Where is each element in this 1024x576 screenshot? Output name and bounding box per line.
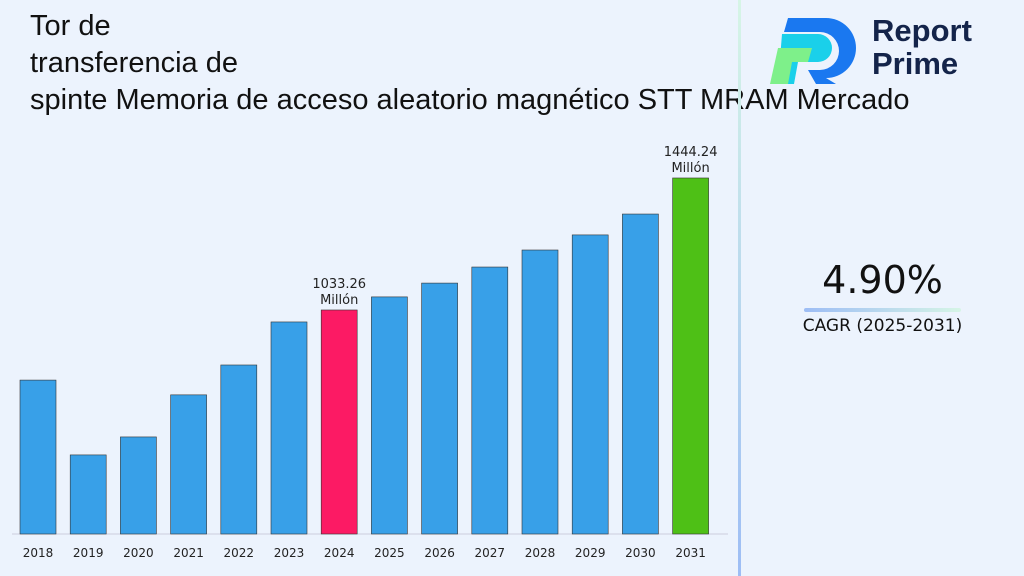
x-tick-label: 2028 — [525, 546, 556, 560]
title-line: transferencia de — [30, 47, 238, 79]
x-tick-label: 2029 — [575, 546, 606, 560]
x-tick-label: 2027 — [475, 546, 506, 560]
title-line: spinte Memoria de acceso aleatorio magné… — [30, 84, 910, 116]
bar-2024 — [320, 309, 358, 535]
divider — [738, 0, 741, 576]
bar-2023 — [270, 321, 308, 535]
x-tick-label: 2030 — [625, 546, 656, 560]
chart-title: Tor de transferencia de spinte Memoria de … — [30, 8, 910, 119]
data-label: 1444.24 — [664, 145, 718, 160]
x-tick-label: 2025 — [374, 546, 405, 560]
bar-2030 — [622, 213, 659, 535]
title-line: Tor de — [30, 10, 111, 42]
x-tick-label: 2019 — [73, 546, 104, 560]
bar-2020 — [120, 436, 157, 535]
cagr-value: 4.90% — [822, 258, 943, 302]
bar-2027 — [471, 266, 509, 535]
x-tick-label: 2020 — [123, 546, 154, 560]
bar-2021 — [170, 394, 207, 535]
logo-line-1: Report — [872, 13, 972, 48]
logo-line-2: Prime — [872, 46, 959, 81]
bar-2031 — [672, 177, 709, 535]
cagr-underline — [804, 308, 961, 312]
bar-2022 — [220, 364, 258, 535]
x-tick-label: 2022 — [224, 546, 255, 560]
data-label: Millón — [671, 161, 709, 176]
bar-2029 — [571, 234, 609, 535]
bar-2018 — [19, 379, 57, 535]
bar-2026 — [421, 282, 458, 535]
data-label: Millón — [320, 293, 358, 308]
cagr-label: CAGR (2025-2031) — [802, 316, 963, 336]
bar-chart: 2018 2019 2020 2021 2022 2023 20241033.26Milló… — [12, 145, 728, 560]
data-label: 1033.26 — [312, 277, 366, 292]
x-tick-label: 2023 — [274, 546, 305, 560]
x-tick-label: 2021 — [173, 546, 204, 560]
x-tick-label: 2018 — [23, 546, 54, 560]
cagr-panel: 4.90% CAGR (2025-2031) — [790, 258, 975, 336]
bar-2028 — [521, 249, 559, 535]
x-tick-label: 2026 — [424, 546, 455, 560]
bar-2025 — [371, 296, 408, 535]
bar-2019 — [69, 454, 107, 535]
x-tick-label: 2031 — [675, 546, 706, 560]
logo-text: Report Prime — [872, 14, 972, 80]
report-prime-logo-icon — [770, 18, 856, 84]
x-tick-label: 2024 — [324, 546, 355, 560]
